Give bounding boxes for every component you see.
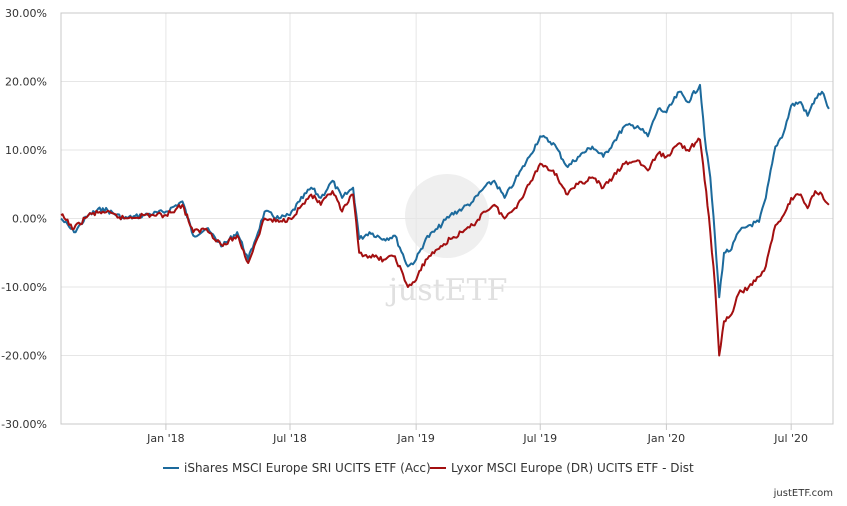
series-line-2 <box>60 137 830 357</box>
x-tick-label: Jul '20 <box>773 432 808 445</box>
x-tick-label: Jan '18 <box>146 432 184 445</box>
watermark-text: justETF <box>386 273 508 308</box>
chart-legend[interactable]: iShares MSCI Europe SRI UCITS ETF (Acc) L… <box>163 461 694 475</box>
watermark-logo: justETF <box>386 174 508 308</box>
y-tick-label: 0.00% <box>12 213 47 226</box>
x-axis-ticks: Jan '18 Jul '18 Jan '19 Jul '19 Jan '20 Jul '… <box>146 424 808 445</box>
legend-label: iShares MSCI Europe SRI UCITS ETF (Acc) <box>184 461 431 475</box>
legend-item-2[interactable]: Lyxor MSCI Europe (DR) UCITS ETF - Dist <box>430 461 694 475</box>
legend-label: Lyxor MSCI Europe (DR) UCITS ETF - Dist <box>451 461 694 475</box>
series-lines <box>60 83 830 357</box>
x-tick-label: Jan '19 <box>396 432 434 445</box>
y-tick-label: 10.00% <box>5 144 47 157</box>
y-tick-label: -10.00% <box>1 281 47 294</box>
legend-item-1[interactable]: iShares MSCI Europe SRI UCITS ETF (Acc) <box>163 461 431 475</box>
y-tick-label: 20.00% <box>5 76 47 89</box>
y-tick-label: -20.00% <box>1 350 47 363</box>
y-tick-label: 30.00% <box>5 7 47 20</box>
x-tick-label: Jul '18 <box>272 432 307 445</box>
y-tick-label: -30.00% <box>1 418 47 431</box>
y-axis-ticks: 30.00% 20.00% 10.00% 0.00% -10.00% -20.00% -30… <box>1 7 47 431</box>
x-tick-label: Jul '19 <box>522 432 557 445</box>
x-tick-label: Jan '20 <box>647 432 685 445</box>
source-credit: justETF.com <box>773 488 833 499</box>
